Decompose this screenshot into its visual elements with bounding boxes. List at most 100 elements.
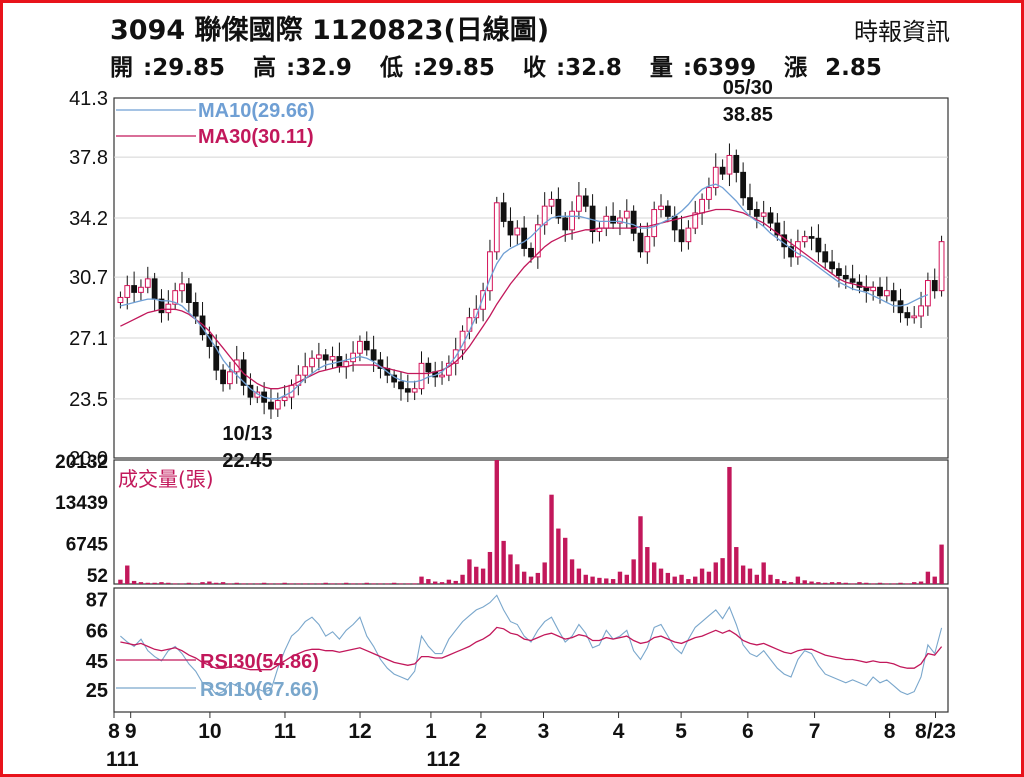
candle (849, 278, 856, 283)
volume-bar (241, 583, 246, 585)
candle (507, 220, 514, 236)
candle (904, 312, 911, 319)
candle (493, 202, 500, 253)
volume-bar (515, 564, 520, 584)
volume-bar (891, 583, 896, 585)
x-month-label: 12 (348, 720, 371, 743)
candle (794, 241, 801, 258)
volume-tick-label: 52 (87, 566, 108, 587)
candle (808, 236, 815, 239)
volume-bar (179, 583, 185, 585)
candle (685, 227, 692, 243)
candle (883, 290, 890, 297)
volume-bar (501, 540, 506, 584)
volume-bar (597, 577, 602, 584)
candle (158, 298, 165, 314)
volume-bar (542, 562, 547, 584)
candle (617, 217, 623, 224)
candle (357, 340, 363, 354)
volume-bar (795, 576, 801, 584)
volume-bar (378, 583, 383, 585)
volume-bar (255, 583, 260, 585)
volume-bar (809, 581, 814, 584)
volume-bar (843, 582, 848, 584)
volume-bar (350, 583, 356, 585)
candle (281, 396, 288, 402)
volume-bar (460, 574, 465, 584)
volume-bar (823, 582, 828, 584)
candle (124, 285, 131, 298)
volume-bar (268, 583, 274, 585)
volume-bar (166, 582, 171, 584)
candle (699, 198, 705, 214)
candle (480, 290, 486, 310)
summary-change: 漲 2.85 (784, 55, 882, 81)
volume-bar (870, 583, 876, 585)
x-month-label: 1 (425, 720, 437, 743)
candle (747, 197, 753, 211)
volume-bar (487, 551, 493, 584)
candle (671, 215, 678, 231)
volume-title: 成交量(張) (118, 467, 214, 491)
volume-bar (549, 494, 554, 584)
candle (637, 232, 644, 253)
volume-bar (145, 582, 150, 584)
volume-bar (617, 571, 623, 584)
volume-tick-label: 20132 (55, 452, 108, 473)
volume-bar (480, 568, 486, 584)
volume-bar (672, 576, 677, 584)
volume-bar (556, 528, 561, 584)
candle (302, 366, 309, 376)
rsi-legend-label: RSI30(54.86) (200, 651, 319, 673)
chart-title: 3094 聯傑國際 1120823(日線圖) (110, 15, 550, 46)
volume-bar (905, 583, 910, 585)
volume-bar (234, 582, 239, 584)
candle (801, 236, 808, 243)
candle (822, 251, 829, 263)
rsi30-line (120, 626, 943, 671)
x-year-label: 111 (106, 748, 139, 771)
volume-bar (419, 576, 424, 584)
source-label: 時報資訊 (854, 18, 950, 46)
price-summary: 開:29.85 高:32.9 低:29.85 收:32.8 量:6399 漲 2… (110, 48, 902, 82)
x-month-label: 2 (475, 720, 487, 743)
candle (692, 212, 699, 229)
price-tick-label: 41.3 (69, 88, 108, 110)
volume-bar (398, 583, 404, 585)
x-year-label: 112 (426, 748, 460, 771)
volume-bar (932, 576, 937, 584)
candle (877, 286, 883, 297)
candle (678, 229, 685, 243)
volume-bar (508, 554, 513, 584)
volume-bar (474, 566, 479, 584)
volume-bar (426, 579, 431, 584)
volume-bar (248, 583, 253, 585)
volume-bar (357, 583, 363, 585)
candle (220, 369, 226, 385)
volume-bar (604, 578, 609, 584)
volume-bar (816, 582, 821, 584)
volume-bar (583, 574, 588, 584)
candle (562, 217, 569, 231)
rsi-tick-label: 45 (86, 651, 108, 673)
candle (918, 305, 924, 317)
candle (185, 283, 192, 304)
candle (227, 371, 233, 385)
volume-bar (186, 582, 192, 584)
volume-bar (720, 558, 725, 584)
candle (165, 303, 172, 314)
volume-bar (590, 576, 595, 584)
candle (425, 362, 432, 373)
volume-bar (193, 583, 198, 585)
volume-bar (576, 568, 582, 584)
candle (610, 215, 617, 224)
volume-bar (686, 579, 691, 584)
volume-bar (364, 582, 369, 584)
candle (131, 285, 138, 293)
volume-bar (200, 582, 205, 584)
annotation-value: 22.45 (222, 450, 272, 472)
candle (753, 209, 760, 217)
volume-bar (439, 582, 445, 584)
volume-bar (912, 582, 917, 584)
